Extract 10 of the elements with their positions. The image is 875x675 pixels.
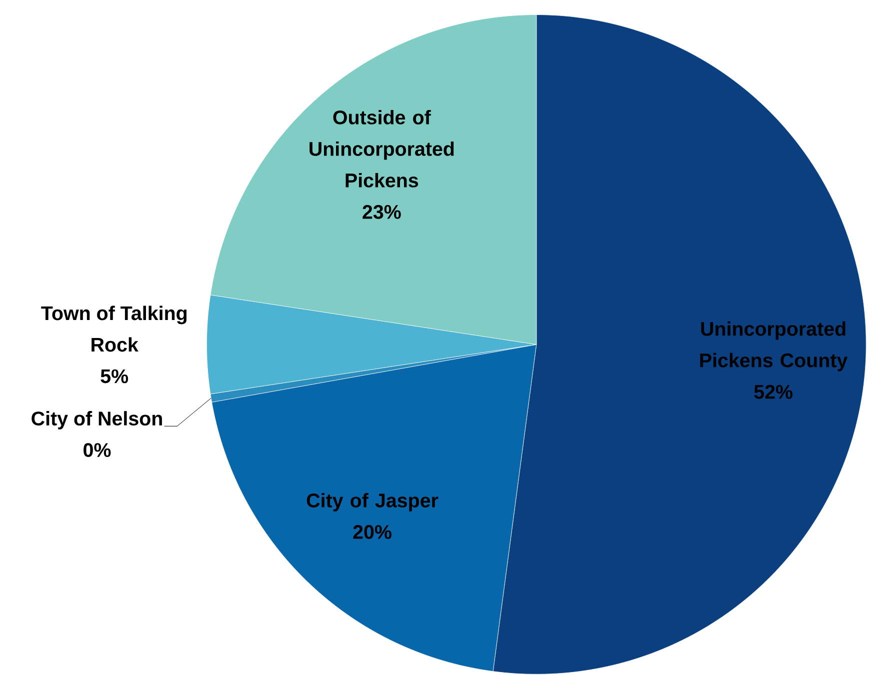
slice-label: Unincorporated Pickens County — [700, 321, 848, 372]
slice-label: Town of Talking Rock — [41, 306, 187, 352]
data-label: 20% — [353, 524, 392, 539]
data-label: 5% — [100, 369, 128, 384]
data-label: 52% — [754, 384, 792, 399]
data-label: 0% — [84, 442, 111, 457]
slice-label: Outside of Unincorporated Pickens — [310, 110, 454, 188]
slice-label: City of Jasper — [306, 492, 438, 512]
slice-label: City of Nelson — [32, 410, 162, 430]
data-label: 23% — [362, 204, 401, 219]
